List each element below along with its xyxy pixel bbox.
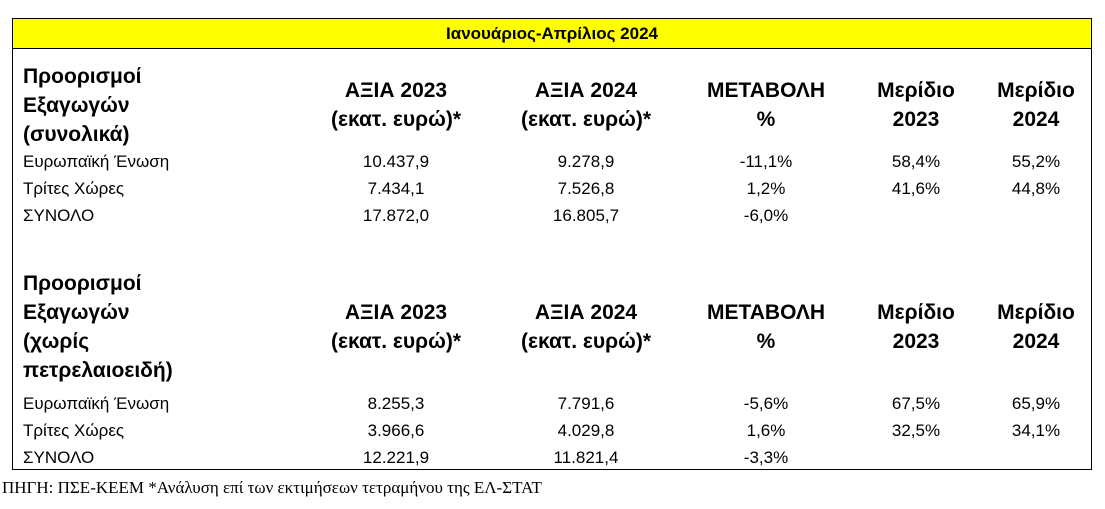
header-line: (εκατ. ευρώ)* <box>330 108 461 131</box>
header-cell: ΑΞΙΑ 2024 (εκατ. ευρώ)* <box>491 265 681 389</box>
row-label: ΣΥΝΟΛΟ <box>23 206 95 225</box>
header-cell: ΜΕΤΑΒΟΛΗ% <box>681 265 851 389</box>
header-cell: ΑΞΙΑ 2024 (εκατ. ευρώ)* <box>491 59 681 151</box>
header-line: (συνολικά) <box>23 122 130 146</box>
value-cell: 16.805,7 <box>552 206 620 225</box>
header-cell: ΑΞΙΑ 2023 (εκατ. ευρώ)* <box>301 59 491 151</box>
value-cell: 8.255,3 <box>367 394 425 413</box>
header-line: ΜΕΤΑΒΟΛΗ <box>706 301 826 324</box>
header-line: ΜΕΤΑΒΟΛΗ <box>706 79 826 102</box>
header-line: % <box>756 330 776 353</box>
value-cell: 10.437,9 <box>362 152 430 171</box>
header-line: Μερίδιο <box>997 301 1075 324</box>
row-label: ΣΥΝΟΛΟ <box>23 448 95 467</box>
header-line: (χωρίς <box>23 330 90 353</box>
value-cell: 9.278,9 <box>557 152 615 171</box>
header-line: Μερίδιο <box>997 79 1075 102</box>
row-label: Τρίτες Χώρες <box>23 179 125 198</box>
header-line: ΑΞΙΑ 2023 <box>344 301 448 324</box>
value-cell: 7.791,6 <box>557 394 615 413</box>
row-label: Τρίτες Χώρες <box>23 421 125 440</box>
header-line: Εξαγωγών <box>23 301 130 324</box>
row-label: Ευρωπαϊκή Ένωση <box>23 394 170 413</box>
value-cell: 55,2% <box>1011 152 1061 171</box>
value-cell: 12.221,9 <box>362 448 430 467</box>
header-line: 2024 <box>1012 330 1060 353</box>
header-line: % <box>756 108 776 131</box>
value-cell: 1,2% <box>746 179 786 198</box>
header-line: ΑΞΙΑ 2023 <box>344 79 448 102</box>
header-line: Εξαγωγών <box>23 93 130 117</box>
value-cell: 58,4% <box>891 152 941 171</box>
header-line: (εκατ. ευρώ)* <box>520 330 651 353</box>
header-line: ΑΞΙΑ 2024 <box>534 301 638 324</box>
header-cell: Προορισμοί Εξαγωγών (χωρίς πετρελαιοειδή) <box>23 265 293 389</box>
value-cell: 4.029,8 <box>557 421 615 440</box>
value-cell: 34,1% <box>1011 421 1061 440</box>
value-cell: 41,6% <box>891 179 941 198</box>
header-cell: Προορισμοί Εξαγωγών (συνολικά) <box>23 59 293 151</box>
header-line: πετρελαιοειδή) <box>23 359 173 382</box>
value-cell: 44,8% <box>1011 179 1061 198</box>
header-cell: Μερίδιο 2024 <box>981 59 1091 151</box>
value-cell: 65,9% <box>1011 394 1061 413</box>
table-title: Ιανουάριος-Απρίλιος 2024 <box>13 19 1091 49</box>
header-cell: ΜΕΤΑΒΟΛΗ% <box>681 59 851 151</box>
value-cell: 1,6% <box>746 421 786 440</box>
header-cell: Μερίδιο 2023 <box>851 265 981 389</box>
header-line: 2023 <box>892 108 940 131</box>
header-line: ΑΞΙΑ 2024 <box>534 79 638 102</box>
header-cell: Μερίδιο 2023 <box>851 59 981 151</box>
header-line: Μερίδιο <box>877 79 955 102</box>
value-cell: -3,3% <box>743 448 789 467</box>
value-cell: 17.872,0 <box>362 206 430 225</box>
header-line: Μερίδιο <box>877 301 955 324</box>
row-label: Ευρωπαϊκή Ένωση <box>23 152 170 171</box>
source-note: ΠΗΓΗ: ΠΣΕ-ΚΕΕΜ *Ανάλυση επί των εκτιμήσε… <box>2 478 542 497</box>
value-cell: -6,0% <box>743 206 789 225</box>
value-cell: 11.821,4 <box>553 448 619 467</box>
value-cell: 3.966,6 <box>367 421 425 440</box>
header-line: (εκατ. ευρώ)* <box>520 108 651 131</box>
header-cell: ΑΞΙΑ 2023 (εκατ. ευρώ)* <box>301 265 491 389</box>
header-line: Προορισμοί <box>23 64 142 88</box>
header-line: 2024 <box>1012 108 1060 131</box>
value-cell: 7.434,1 <box>367 179 425 198</box>
value-cell: -11,1% <box>739 152 793 171</box>
value-cell: 7.526,8 <box>557 179 615 198</box>
header-cell: Μερίδιο 2024 <box>981 265 1091 389</box>
header-line: 2023 <box>892 330 940 353</box>
header-line: (εκατ. ευρώ)* <box>330 330 461 353</box>
value-cell: 32,5% <box>891 421 941 440</box>
value-cell: -5,6% <box>743 394 789 413</box>
header-line: Προορισμοί <box>23 272 142 295</box>
table-box: Ιανουάριος-Απρίλιος 2024 Προορισμοί Εξαγω… <box>12 18 1092 470</box>
value-cell: 67,5% <box>891 394 941 413</box>
